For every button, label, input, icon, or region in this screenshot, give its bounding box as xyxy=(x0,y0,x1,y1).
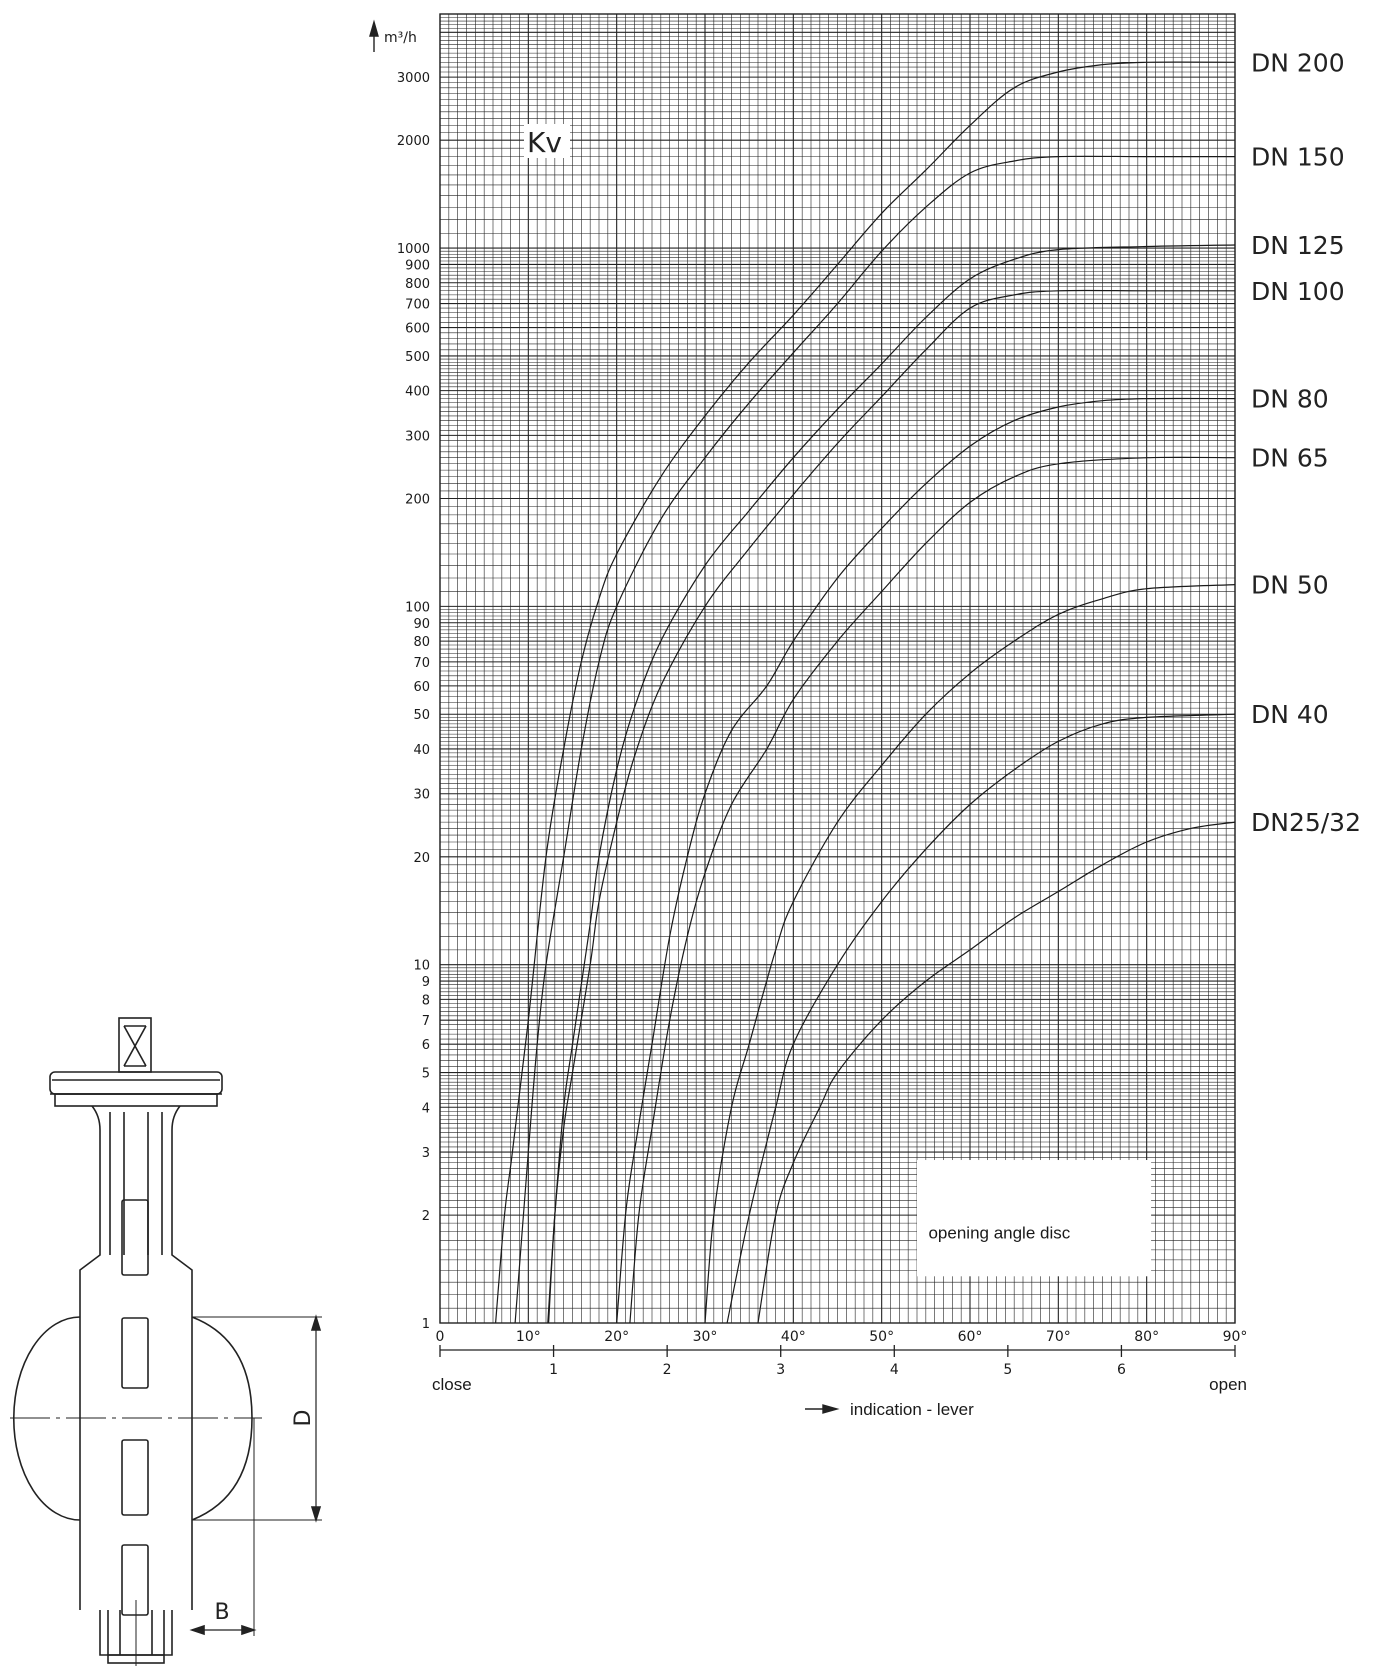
x-axis-ticks: 0 10° 20° 30° 40° 50° 60° 70° 80° 90° 1 2 3 4 5 6 xyxy=(436,1329,1248,1378)
series-line xyxy=(757,821,1236,1324)
y-axis-arrow-icon xyxy=(369,19,379,52)
x-lever-tick-label: 6 xyxy=(1117,1362,1126,1378)
kv-curves xyxy=(495,61,1236,1324)
series-labels: DN 200 DN 150 DN 125 DN 100 DN 80 DN 65 DN 50 D… xyxy=(1251,48,1361,837)
y-axis-ticks: 1 2 3 4 5 6 7 8 910 20 30 40 50 60 70 80 90 100 200 300 400 5… xyxy=(397,71,430,1332)
x-angle-tick-label: 40° xyxy=(781,1329,806,1345)
y-axis-unit: m³/h xyxy=(384,30,417,46)
arrow-right-icon xyxy=(805,1404,840,1414)
series-line xyxy=(726,713,1236,1324)
y-tick-label: 600 xyxy=(405,322,430,337)
x-angle-tick-label: 50° xyxy=(869,1329,894,1345)
y-tick-label: 400 xyxy=(405,385,430,400)
x-angle-tick-label: 10° xyxy=(516,1329,541,1345)
x-angle-tick-label: 70° xyxy=(1046,1329,1071,1345)
x-lever-tick-label: 2 xyxy=(663,1362,672,1378)
y-tick-label: 1 xyxy=(422,1317,430,1332)
series-label: DN 100 xyxy=(1251,277,1345,306)
x-lever-tick-label: 4 xyxy=(890,1362,899,1378)
y-tick-label: 800 xyxy=(405,277,430,292)
series-line xyxy=(548,289,1235,1324)
y-tick-label: 300 xyxy=(405,429,430,444)
x-label-close: close xyxy=(432,1375,472,1394)
series-label: DN 50 xyxy=(1251,571,1329,600)
y-tick-label: 50 xyxy=(413,708,430,723)
x-angle-tick-label: 60° xyxy=(958,1329,983,1345)
x-angle-tick-label: 20° xyxy=(604,1329,629,1345)
dimension-d-label: D xyxy=(291,1410,316,1427)
butterfly-valve-drawing xyxy=(10,1017,322,1666)
y-tick-label: 900 xyxy=(405,258,430,273)
series-label: DN 40 xyxy=(1251,700,1329,729)
x-angle-tick-label: 0 xyxy=(436,1329,445,1345)
series-label: DN 150 xyxy=(1251,143,1345,172)
x-angle-tick-label: 90° xyxy=(1223,1329,1248,1345)
series-line xyxy=(629,456,1236,1324)
y-tick-label: 90 xyxy=(413,617,430,632)
chart-grid xyxy=(439,13,1236,1324)
y-tick-label: 1000 xyxy=(397,242,430,257)
y-tick-label: 500 xyxy=(405,350,430,365)
y-tick-label: 8 xyxy=(422,993,430,1008)
plot-frame xyxy=(439,13,1236,1324)
y-tick-label: 3000 xyxy=(397,71,430,86)
y-tick-label: 3 xyxy=(422,1146,430,1161)
opening-angle-inset xyxy=(917,1160,1152,1277)
series-label: DN 200 xyxy=(1251,48,1345,77)
series-label: DN 80 xyxy=(1251,385,1329,414)
y-tick-label: 7 xyxy=(422,1014,430,1029)
y-tick-label: 700 xyxy=(405,298,430,313)
series-label: DN 65 xyxy=(1251,444,1329,473)
series-label: DN 125 xyxy=(1251,231,1345,260)
x-lever-tick-label: 5 xyxy=(1003,1362,1012,1378)
x-caption: indication - lever xyxy=(850,1400,974,1419)
x-angle-tick-label: 30° xyxy=(693,1329,718,1345)
y-tick-label: 30 xyxy=(413,788,430,803)
y-tick-label: 2 xyxy=(422,1209,430,1224)
y-tick-label: 6 xyxy=(422,1038,430,1053)
series-line xyxy=(514,155,1235,1324)
series-line xyxy=(495,61,1236,1324)
y-tick-label: 200 xyxy=(405,493,430,508)
series-line xyxy=(704,584,1236,1324)
y-tick-label: 20 xyxy=(413,851,430,866)
y-tick-label: 2000 xyxy=(397,134,430,149)
x-lever-tick-label: 3 xyxy=(776,1362,785,1378)
y-tick-label: 9 xyxy=(422,975,430,990)
y-tick-label: 10 xyxy=(413,959,430,974)
y-tick-label: 100 xyxy=(405,600,430,615)
x-angle-tick-label: 80° xyxy=(1134,1329,1159,1345)
kv-symbol-box: Kv xyxy=(524,124,570,159)
kv-symbol: Kv xyxy=(527,126,562,159)
y-tick-label: 80 xyxy=(413,635,430,650)
dimension-b-label: B xyxy=(214,1600,229,1625)
series-label: DN25/32 xyxy=(1251,808,1361,837)
series-line xyxy=(616,397,1236,1324)
x-label-open: open xyxy=(1209,1375,1247,1394)
y-tick-label: 4 xyxy=(422,1101,430,1116)
opening-angle-label: opening angle disc xyxy=(928,1224,1070,1243)
x-lever-tick-label: 1 xyxy=(549,1362,558,1378)
y-tick-label: 5 xyxy=(422,1067,430,1082)
y-tick-label: 70 xyxy=(413,656,430,671)
y-tick-label: 40 xyxy=(413,743,430,758)
y-tick-label: 60 xyxy=(413,680,430,695)
series-line xyxy=(547,244,1236,1324)
